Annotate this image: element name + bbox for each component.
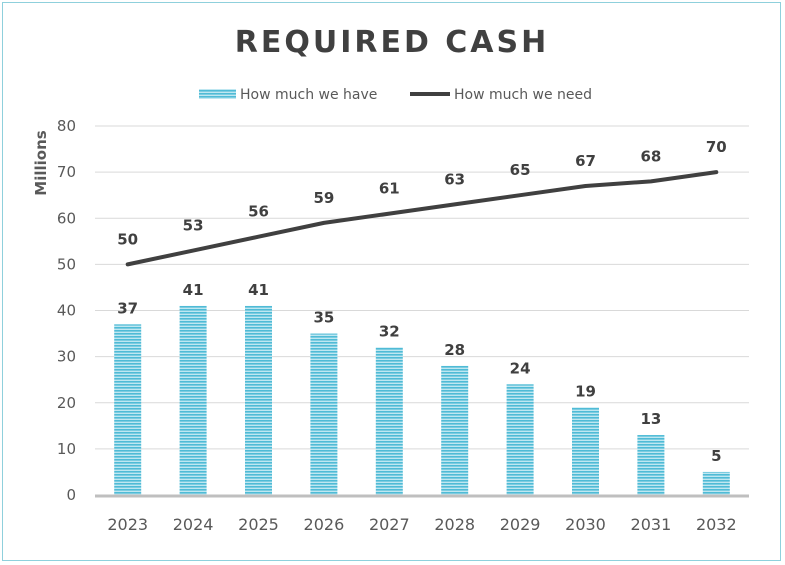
bar-series — [114, 305, 730, 495]
chart-title: REQUIRED CASH — [235, 25, 550, 60]
x-axis-ticks: 2023 2024 2025 2026 2027 2028 2029 2030 2031 2032 — [107, 515, 736, 534]
bar-2027 — [375, 347, 403, 495]
line-label-2024: 53 — [183, 217, 204, 235]
y-tick-label: 10 — [57, 440, 76, 458]
line-label-2032: 70 — [706, 138, 727, 156]
bar-label-2030: 19 — [575, 382, 596, 400]
legend-label-need: How much we need — [454, 87, 592, 103]
bar-label-2028: 28 — [444, 341, 465, 359]
bar-2032 — [702, 471, 730, 495]
bar-2023 — [114, 324, 142, 495]
line-label-2029: 65 — [510, 161, 531, 179]
line-label-2026: 59 — [313, 189, 334, 207]
x-tick-label: 2027 — [369, 515, 410, 534]
bar-2028 — [441, 365, 469, 495]
x-tick-label: 2031 — [631, 515, 672, 534]
bar-label-2032: 5 — [711, 447, 721, 465]
y-tick-label: 40 — [57, 302, 76, 320]
x-tick-label: 2028 — [434, 515, 475, 534]
bar-2031 — [637, 435, 665, 495]
x-tick-label: 2032 — [696, 515, 737, 534]
bar-label-2031: 13 — [640, 410, 661, 428]
bar-label-2029: 24 — [510, 359, 531, 377]
bar-2024 — [179, 305, 207, 495]
bar-label-2024: 41 — [183, 281, 204, 299]
bar-label-2027: 32 — [379, 322, 400, 340]
line-label-2028: 63 — [444, 170, 465, 188]
x-tick-label: 2026 — [304, 515, 345, 534]
bar-label-2026: 35 — [313, 309, 334, 327]
line-label-2027: 61 — [379, 180, 400, 198]
line-series — [125, 170, 719, 267]
y-tick-label: 70 — [57, 163, 76, 181]
x-tick-label: 2024 — [173, 515, 214, 534]
y-tick-label: 50 — [57, 255, 76, 273]
need-line — [125, 170, 719, 267]
y-tick-label: 0 — [66, 486, 76, 504]
legend: How much we have How much we need — [199, 87, 592, 103]
line-label-2030: 67 — [575, 152, 596, 170]
bar-2030 — [572, 407, 599, 495]
line-label-2025: 56 — [248, 203, 269, 221]
x-tick-label: 2029 — [500, 515, 541, 534]
data-labels: 37 41 41 35 32 28 24 19 13 5 50 53 56 59 61 63 65 67 68 70 — [117, 138, 726, 465]
y-tick-label: 20 — [57, 394, 76, 412]
x-tick-label: 2025 — [238, 515, 279, 534]
y-axis-label: Millions — [32, 130, 50, 195]
x-tick-label: 2023 — [107, 515, 148, 534]
bar-label-2025: 41 — [248, 281, 269, 299]
y-axis-ticks: 0 10 20 30 40 50 60 70 80 — [57, 117, 76, 504]
y-tick-label: 60 — [57, 209, 76, 227]
y-tick-label: 80 — [57, 117, 76, 135]
line-label-2023: 50 — [117, 230, 138, 248]
x-tick-label: 2030 — [565, 515, 606, 534]
legend-swatch-have — [199, 89, 236, 99]
bar-2026 — [310, 333, 338, 495]
bar-2029 — [506, 384, 534, 495]
legend-label-have: How much we have — [240, 87, 377, 103]
bar-label-2023: 37 — [117, 299, 138, 317]
bar-2025 — [245, 305, 272, 495]
line-label-2031: 68 — [640, 147, 661, 165]
y-tick-label: 30 — [57, 348, 76, 366]
